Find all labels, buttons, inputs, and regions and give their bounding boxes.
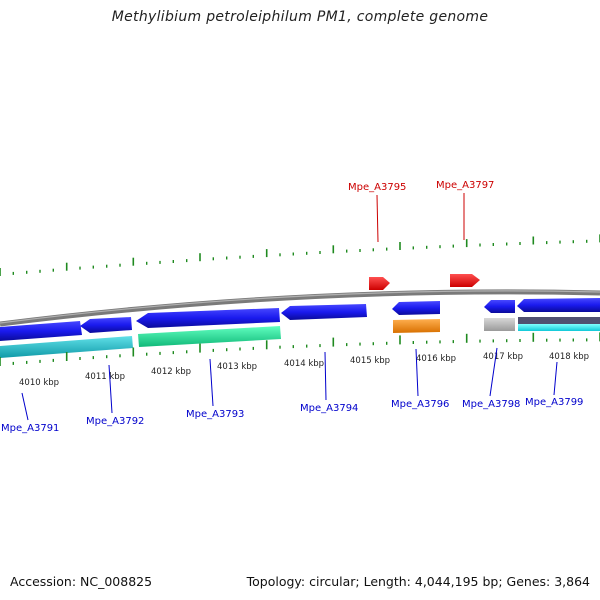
accession-text: Accession: NC_008825 — [10, 574, 153, 589]
ruler-label: 4018 kbp — [549, 352, 589, 362]
feature-bar-mpe-a3793 — [138, 326, 281, 347]
ruler-labels: 4010 kbp 4011 kbp 4012 kbp 4013 kbp 4014… — [19, 352, 589, 388]
gene-label-mpe-a3798[interactable]: Mpe_A3798 — [462, 399, 520, 410]
ruler-label: 4015 kbp — [350, 356, 390, 366]
feature-bar-mpe-a3798 — [484, 318, 515, 331]
ruler-label: 4016 kbp — [416, 354, 456, 364]
genome-summary-text: Topology: circular; Length: 4,044,195 bp… — [246, 574, 590, 589]
gene-mpe-a3799-arrow[interactable] — [517, 298, 600, 312]
leader-mpe-a3796 — [415, 348, 419, 397]
genome-backbone-highlight — [0, 290, 600, 324]
map-title: Methylibium petroleiphilum PM1, complete… — [111, 9, 489, 25]
leader-mpe-a3795 — [376, 194, 379, 243]
leader-mpe-a3791 — [21, 392, 29, 421]
leader-mpe-a3793 — [209, 358, 214, 407]
leader-mpe-a3792 — [108, 364, 113, 414]
leader-mpe-a3794 — [324, 351, 327, 401]
leader-mpe-a3798 — [489, 347, 498, 397]
ruler-label: 4010 kbp — [19, 378, 59, 388]
feature-bar-mpe-a3799-dark — [518, 317, 600, 324]
gene-label-leaders — [21, 193, 558, 421]
gene-label-mpe-a3795[interactable]: Mpe_A3795 — [348, 182, 406, 193]
gene-label-mpe-a3793[interactable]: Mpe_A3793 — [186, 409, 244, 420]
gene-mpe-a3795-arrow[interactable] — [369, 277, 390, 290]
feature-bar-mpe-a3791 — [0, 336, 133, 358]
gene-label-mpe-a3799[interactable]: Mpe_A3799 — [525, 397, 583, 408]
gene-label-mpe-a3794[interactable]: Mpe_A3794 — [300, 403, 358, 414]
gene-label-mpe-a3792[interactable]: Mpe_A3792 — [86, 416, 144, 427]
gene-mpe-a3794-arrow[interactable] — [281, 304, 367, 320]
gene-mpe-a3791-arrow[interactable] — [0, 321, 82, 341]
gene-label-mpe-a3797[interactable]: Mpe_A3797 — [436, 180, 494, 191]
ruler-label: 4011 kbp — [85, 372, 125, 382]
gene-label-mpe-a3791[interactable]: Mpe_A3791 — [1, 423, 59, 434]
feature-bar-mpe-a3799 — [518, 324, 600, 331]
gene-label-mpe-a3796[interactable]: Mpe_A3796 — [391, 399, 449, 410]
gene-mpe-a3797-arrow[interactable] — [450, 274, 480, 287]
gene-mpe-a3793-arrow[interactable] — [136, 308, 280, 328]
feature-bar-mpe-a3796 — [393, 319, 440, 333]
ruler-label: 4012 kbp — [151, 367, 191, 377]
inner-tick-ring — [0, 332, 600, 366]
leader-mpe-a3799 — [553, 361, 558, 396]
gene-mpe-a3798-arrow[interactable] — [484, 300, 515, 313]
ruler-label: 4017 kbp — [483, 352, 523, 362]
ruler-label: 4014 kbp — [284, 359, 324, 369]
ruler-label: 4013 kbp — [217, 362, 257, 372]
gene-mpe-a3796-arrow[interactable] — [392, 301, 440, 315]
gene-mpe-a3792-arrow[interactable] — [80, 317, 132, 333]
outer-tick-ring — [0, 234, 600, 276]
genome-backbone — [0, 289, 600, 327]
